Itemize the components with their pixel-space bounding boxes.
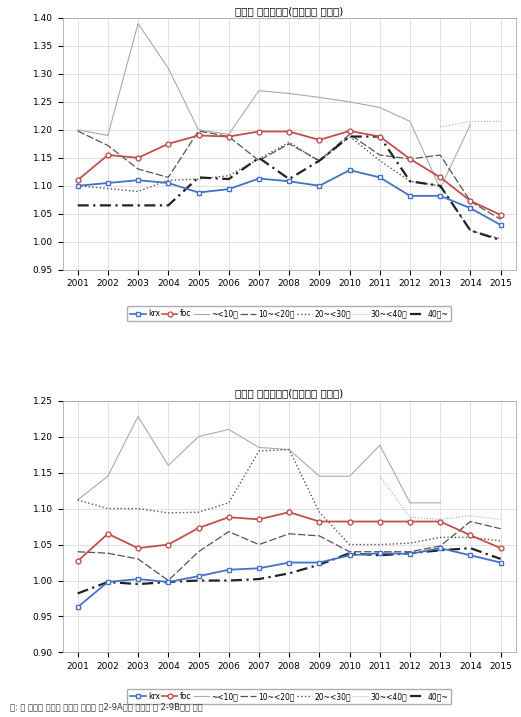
Text: 주: 위 그림과 관련된 통계는 〈부록 표2-9A〉와 〈부록 표 2-9B〉를 참조: 주: 위 그림과 관련된 통계는 〈부록 표2-9A〉와 〈부록 표 2-9B〉… (10, 702, 203, 711)
Legend: krx, foc, ~<10년, 10~<20년, 20~<30년, 30~<40년, 40년~: krx, foc, ~<10년, 10~<20년, 20~<30년, 30~<4… (127, 689, 451, 704)
Title: 업력별 고용성장률(기업군별 중간치): 업력별 고용성장률(기업군별 중간치) (235, 389, 343, 399)
Legend: krx, foc, ~<10년, 10~<20년, 20~<30년, 30~<40년, 40년~: krx, foc, ~<10년, 10~<20년, 20~<30년, 30~<4… (127, 306, 451, 321)
Title: 업력별 매출성장률(기업군별 중간치): 업력별 매출성장률(기업군별 중간치) (235, 6, 343, 16)
